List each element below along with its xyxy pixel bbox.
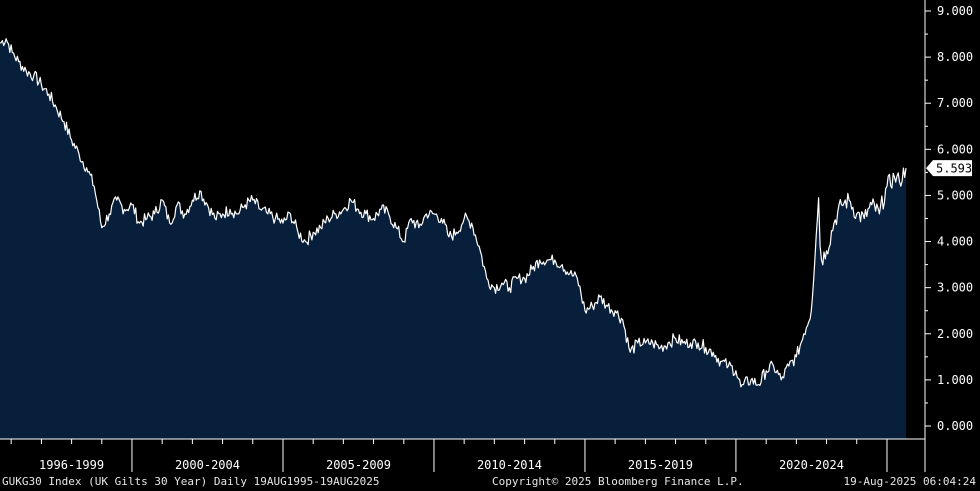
y-tick-label: 5.000 [937,188,973,202]
x-period-label: 2020-2024 [779,458,844,472]
x-period-label: 2000-2004 [175,458,240,472]
axis-labels: 0.000 1.000 2.000 3.000 4.000 5.000 6.000 7.000… [39,4,973,472]
series-line [0,38,907,388]
series-line-path [0,38,907,388]
y-tick-label: 6.000 [937,142,973,156]
axes [0,0,931,472]
x-period-label: 1996-1999 [39,458,104,472]
y-tick-label: 9.000 [937,4,973,18]
last-value-label: 5.593 [936,162,972,176]
y-tick-label: 4.000 [937,235,973,249]
copyright-notice: Copyright© 2025 Bloomberg Finance L.P. [492,475,744,488]
y-tick-label: 7.000 [937,96,973,110]
last-value-flag [926,160,972,177]
x-period-label: 2015-2019 [628,458,693,472]
timestamp: 19-Aug-2025 06:04:24 [843,475,976,488]
yield-chart: 0.000 1.000 2.000 3.000 4.000 5.000 6.000 7.000… [0,0,974,472]
x-period-label: 2010-2014 [477,458,542,472]
y-tick-label: 3.000 [937,281,973,295]
y-tick-label: 8.000 [937,50,973,64]
y-tick-label: 2.000 [937,327,973,341]
chart-footer: GUKG30 Index (UK Gilts 30 Year) Daily 19… [0,473,980,491]
x-period-label: 2005-2009 [326,458,391,472]
y-tick-label: 1.000 [937,373,973,387]
security-description: GUKG30 Index (UK Gilts 30 Year) Daily 19… [2,475,380,488]
y-tick-label: 0.000 [937,419,973,433]
